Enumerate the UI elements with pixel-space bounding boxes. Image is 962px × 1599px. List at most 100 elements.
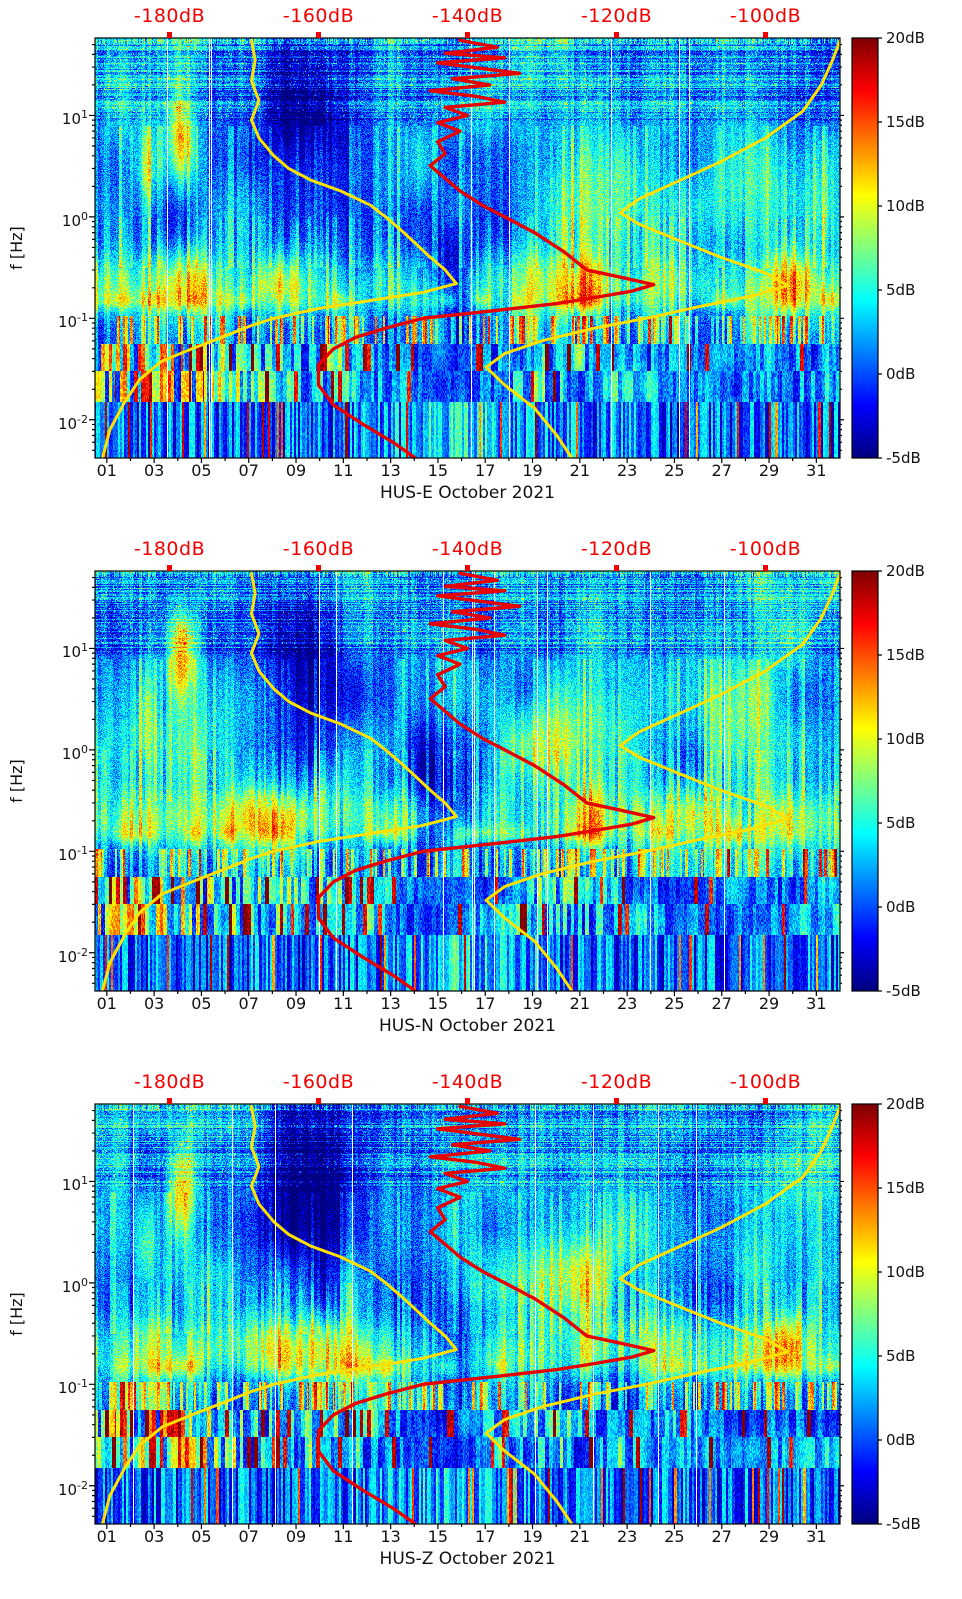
colorbar-tick-label: 5dB bbox=[886, 281, 916, 299]
spectrogram-panel-hus-z: f [Hz] HUS-Z October 2021 -180dB -160dB -1… bbox=[0, 1066, 962, 1599]
x-tick-label: 31 bbox=[806, 994, 827, 1013]
top-db-axis-label: -120dB bbox=[580, 1071, 653, 1093]
colorbar-tick-label: 0dB bbox=[886, 898, 916, 916]
top-db-axis-label: -120dB bbox=[580, 538, 653, 560]
spectrogram-canvas bbox=[0, 0, 962, 533]
colorbar-tick-label: 10dB bbox=[886, 730, 925, 748]
x-tick-label: 17 bbox=[475, 461, 496, 480]
y-tick-exponent: 0 bbox=[81, 209, 88, 223]
y-axis-label: f [Hz] bbox=[7, 226, 26, 270]
x-tick-label: 27 bbox=[711, 461, 732, 480]
colorbar-tick-label: 15dB bbox=[886, 1179, 925, 1197]
x-tick-label: 23 bbox=[616, 1527, 638, 1546]
x-axis-title: HUS-N October 2021 bbox=[379, 1016, 556, 1036]
x-axis-title: HUS-Z October 2021 bbox=[379, 1549, 556, 1569]
y-tick-label: 10-1 bbox=[34, 1374, 88, 1398]
x-tick-label: 25 bbox=[664, 461, 685, 480]
colorbar-tick-label: -5dB bbox=[886, 982, 921, 1000]
x-tick-label: 09 bbox=[285, 461, 307, 480]
colorbar-tick-label: 20dB bbox=[886, 1095, 925, 1113]
x-axis-title: HUS-E October 2021 bbox=[380, 483, 555, 503]
x-tick-label: 15 bbox=[427, 994, 449, 1013]
colorbar-tick-label: 15dB bbox=[886, 646, 925, 664]
y-tick-base: 10 bbox=[61, 110, 81, 129]
x-tick-label: 09 bbox=[285, 994, 307, 1013]
colorbar-tick-label: 0dB bbox=[886, 365, 916, 383]
x-tick-label: 05 bbox=[191, 461, 212, 480]
x-tick-label: 05 bbox=[191, 1527, 212, 1546]
x-tick-label: 11 bbox=[333, 1527, 354, 1546]
y-tick-exponent: 1 bbox=[81, 1174, 88, 1188]
x-tick-label: 17 bbox=[475, 994, 496, 1013]
spectrogram-canvas bbox=[0, 1066, 962, 1599]
x-tick-label: 21 bbox=[569, 461, 590, 480]
top-db-axis-label: -160dB bbox=[282, 1071, 355, 1093]
x-tick-label: 15 bbox=[427, 461, 449, 480]
y-tick-base: 10 bbox=[57, 947, 78, 966]
x-tick-label: 03 bbox=[143, 461, 165, 480]
x-tick-label: 21 bbox=[569, 1527, 590, 1546]
x-tick-label: 05 bbox=[191, 994, 212, 1013]
x-tick-label: 07 bbox=[238, 1527, 259, 1546]
top-db-axis-label: -140dB bbox=[431, 5, 504, 27]
colorbar-tick-label: 20dB bbox=[886, 29, 925, 47]
x-tick-label: 29 bbox=[758, 461, 780, 480]
y-tick-base: 10 bbox=[61, 1176, 81, 1195]
x-tick-label: 29 bbox=[758, 994, 780, 1013]
x-tick-label: 13 bbox=[380, 461, 401, 480]
x-tick-label: 23 bbox=[616, 994, 638, 1013]
top-db-axis-label: -100dB bbox=[729, 1071, 802, 1093]
y-tick-exponent: -1 bbox=[77, 844, 88, 858]
x-tick-label: 19 bbox=[522, 461, 543, 480]
x-tick-label: 03 bbox=[143, 1527, 165, 1546]
colorbar-tick-label: 10dB bbox=[886, 1263, 925, 1281]
y-tick-label: 100 bbox=[34, 207, 88, 230]
y-tick-label: 10-2 bbox=[34, 410, 88, 433]
y-tick-base: 10 bbox=[57, 1379, 78, 1398]
y-tick-exponent: -2 bbox=[77, 1478, 88, 1492]
x-tick-label: 13 bbox=[380, 994, 401, 1013]
y-tick-label: 10-2 bbox=[34, 943, 88, 966]
y-tick-exponent: 1 bbox=[81, 641, 88, 655]
spectrogram-canvas bbox=[0, 533, 962, 1066]
colorbar-tick-label: -5dB bbox=[886, 1515, 921, 1533]
spectrogram-panel-hus-e: f [Hz] HUS-E October 2021 -180dB -160dB -1… bbox=[0, 0, 962, 533]
top-db-axis-label: -180dB bbox=[133, 1071, 206, 1093]
x-tick-label: 01 bbox=[96, 1527, 117, 1546]
y-tick-base: 10 bbox=[61, 643, 81, 662]
y-tick-exponent: -2 bbox=[77, 945, 88, 959]
x-tick-label: 17 bbox=[475, 1527, 496, 1546]
spectrogram-panel-hus-n: f [Hz] HUS-N October 2021 -180dB -160dB -1… bbox=[0, 533, 962, 1066]
x-tick-label: 27 bbox=[711, 1527, 732, 1546]
colorbar-tick-label: 20dB bbox=[886, 562, 925, 580]
y-tick-exponent: -2 bbox=[77, 412, 88, 426]
y-tick-base: 10 bbox=[57, 1480, 78, 1499]
x-tick-label: 11 bbox=[333, 994, 354, 1013]
x-tick-label: 09 bbox=[285, 1527, 307, 1546]
x-tick-label: 01 bbox=[96, 994, 117, 1013]
top-db-axis-label: -160dB bbox=[282, 538, 355, 560]
x-tick-label: 13 bbox=[380, 1527, 401, 1546]
x-tick-label: 07 bbox=[238, 461, 259, 480]
top-db-axis-label: -140dB bbox=[431, 538, 504, 560]
top-db-axis-label: -100dB bbox=[729, 538, 802, 560]
x-tick-label: 23 bbox=[616, 461, 638, 480]
top-db-axis-label: -120dB bbox=[580, 5, 653, 27]
y-tick-base: 10 bbox=[57, 846, 78, 865]
y-tick-label: 10-2 bbox=[34, 1476, 88, 1499]
y-axis-label: f [Hz] bbox=[7, 1292, 26, 1336]
y-tick-label: 100 bbox=[34, 740, 88, 763]
x-tick-label: 25 bbox=[664, 1527, 685, 1546]
y-tick-base: 10 bbox=[57, 414, 78, 433]
x-tick-label: 19 bbox=[522, 994, 543, 1013]
colorbar-tick-label: 15dB bbox=[886, 113, 925, 131]
colorbar-tick-label: 10dB bbox=[886, 197, 925, 215]
y-tick-exponent: -1 bbox=[77, 311, 88, 325]
x-tick-label: 07 bbox=[238, 994, 259, 1013]
y-axis-label: f [Hz] bbox=[7, 759, 26, 803]
y-tick-label: 101 bbox=[34, 638, 88, 662]
x-tick-label: 31 bbox=[806, 461, 827, 480]
colorbar-tick-label: 5dB bbox=[886, 1347, 916, 1365]
y-tick-base: 10 bbox=[61, 211, 81, 230]
x-tick-label: 15 bbox=[427, 1527, 449, 1546]
